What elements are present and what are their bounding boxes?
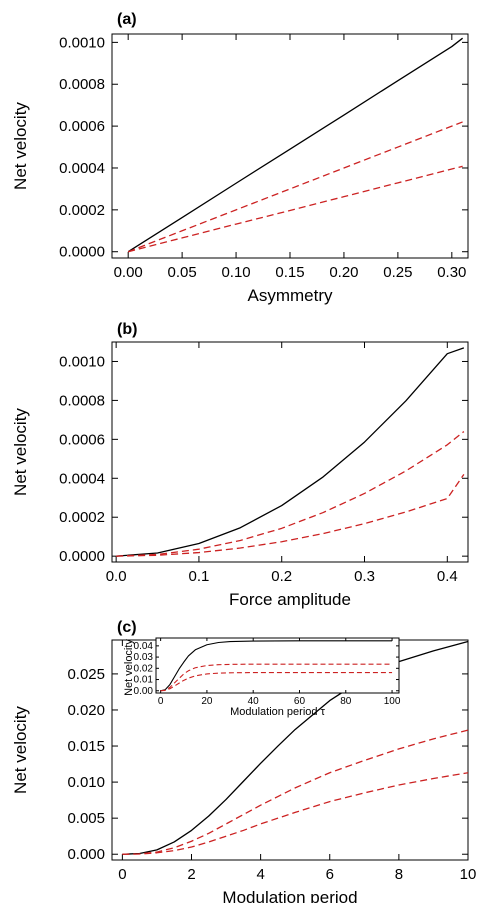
inset-series-line-1 [160,640,393,692]
y-tick-label: 0.0002 [59,202,105,219]
inset-x-tick-label: 60 [294,696,306,707]
chart-panel-2: 0.0 0.1 0.2 0.3 0.4 0.0000 0.0002 0.0004 0.0006 0… [11,321,469,609]
inset-x-tick-label: 20 [201,696,213,707]
inset-x-axis-label: Modulation period τ [230,706,326,718]
y-tick-label: 0.015 [67,738,105,755]
inset-plot-frame [155,637,400,694]
series-line-1 [127,37,464,253]
inset-series-line-2 [160,663,393,692]
x-tick-label: 0.10 [221,264,250,281]
y-tick-label: 0.0000 [59,244,105,261]
x-tick-label: 0.30 [437,264,466,281]
inset-x-tick-label: 80 [340,696,352,707]
inset-y-axis-label: Net velocity [123,639,135,696]
x-axis-label: Modulation period [222,888,357,903]
series-line-1 [116,347,465,557]
x-tick-label: 0.15 [275,264,304,281]
x-tick-label: 0.1 [189,568,210,585]
y-tick-label: 0.005 [67,810,105,827]
x-tick-label: 0.25 [383,264,412,281]
y-tick-label: 0.0010 [59,353,105,370]
x-axis-label: Force amplitude [229,590,351,609]
y-tick-label: 0.0008 [59,392,105,409]
x-axis-label: Asymmetry [248,286,334,305]
chart-panel-3: 0 2 4 6 8 100.0000.0050.0100.0150.0200.025Mod… [11,619,476,903]
y-tick-label: 0.0006 [59,431,105,448]
y-tick-label: 0.025 [67,666,105,683]
y-tick-label: 0.0006 [59,118,105,135]
chart-panel-1: 0.00 0.05 0.10 0.15 0.20 0.25 0.30 0.0000 0.0002… [11,11,469,305]
inset-y-tick-label: 0.04 [134,641,154,652]
series-line-2 [122,729,469,855]
inset-series-line-3 [160,672,393,692]
inset-y-tick-label: 0.03 [134,652,154,663]
x-tick-label: 0.20 [329,264,358,281]
x-tick-label: 0.05 [168,264,197,281]
inset-y-tick-label: 0.02 [134,663,154,674]
y-tick-label: 0.0002 [59,509,105,526]
x-tick-label: 0 [118,866,126,883]
plot-frame [111,33,469,259]
y-axis-label: Net velocity [11,408,30,496]
inset-x-tick-label: 40 [248,696,260,707]
x-tick-label: 0.0 [106,568,127,585]
y-tick-label: 0.0000 [59,548,105,565]
inset-x-tick-label: 100 [384,696,401,707]
y-tick-label: 0.0008 [59,76,105,93]
y-tick-label: 0.0010 [59,34,105,51]
inset-y-tick-label: 0.01 [134,675,154,686]
inset-x-tick-label: 0 [158,696,164,707]
y-tick-label: 0.010 [67,774,105,791]
x-tick-label: 0.4 [437,568,458,585]
series-line-2 [116,431,465,557]
y-tick-label: 0.0004 [59,160,105,177]
x-tick-label: 0.00 [114,264,143,281]
series-line-3 [128,165,463,253]
series-line-3 [122,772,469,855]
panel-label: (b) [117,321,137,338]
plot-frame [111,341,469,563]
x-tick-label: 2 [187,866,195,883]
y-tick-label: 0.020 [67,702,105,719]
panel-label: (c) [117,619,137,636]
y-axis-label: Net velocity [11,706,30,794]
y-tick-label: 0.000 [67,846,105,863]
x-tick-label: 0.2 [271,568,292,585]
y-tick-label: 0.0004 [59,470,105,487]
y-axis-label: Net velocity [11,102,30,190]
x-tick-label: 10 [460,866,477,883]
series-line-2 [127,121,463,253]
x-tick-label: 0.3 [354,568,375,585]
panel-label: (a) [117,11,137,28]
x-tick-label: 8 [395,866,403,883]
x-tick-label: 4 [256,866,264,883]
inset-chart: 0 20 40 60 80 100 0.000.010.020.030.04 Modulati… [123,637,401,718]
series-line-3 [116,474,465,557]
inset-y-tick-label: 0.00 [134,686,154,697]
x-tick-label: 6 [326,866,334,883]
